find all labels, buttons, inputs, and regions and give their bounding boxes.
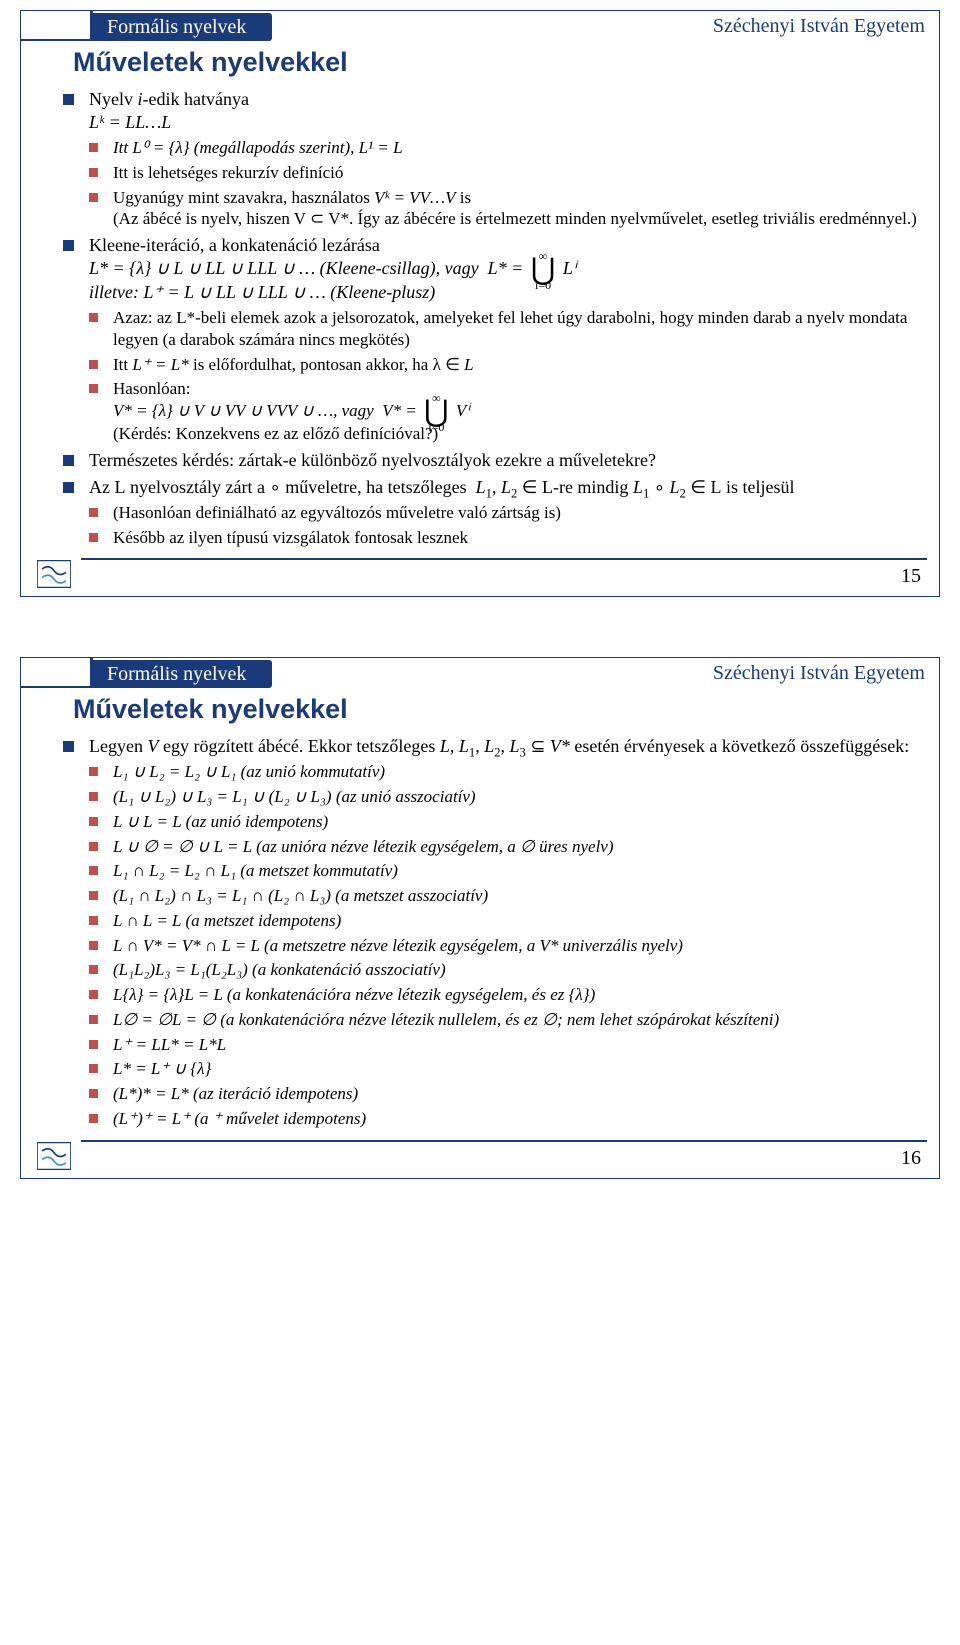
identity-item: L∅ = ∅L = ∅ (a konkatenációra nézve léte… (89, 1009, 917, 1031)
identity-item: L ∪ L = L (az unió idempotens) (89, 811, 917, 833)
union-icon: ∞ ⋃ i=0 (424, 401, 449, 423)
text: L ∪ ∅ = ∅ ∪ L = L (az unióra nézve létez… (113, 837, 614, 856)
lhs: V* = {λ} ∪ V ∪ VV ∪ VVV ∪ …, vagy (113, 401, 374, 420)
footer-logo-icon (37, 560, 71, 588)
text: Hasonlóan: (113, 379, 190, 398)
bullet-natural-question: Természetes kérdés: zártak-e különböző n… (63, 449, 917, 472)
identity-list: L₁ ∪ L₂ = L₂ ∪ L₁ (az unió kommutatív) (L… (89, 761, 917, 1129)
text: (L₁ ∩ L₂) ∩ L₃ = L₁ ∩ (L₂ ∩ L₃) (a metsz… (113, 886, 488, 905)
text: Ugyanúgy mint szavakra, használatos Vᵏ =… (113, 188, 471, 207)
identity-item: L ∪ ∅ = ∅ ∪ L = L (az unióra nézve létez… (89, 836, 917, 858)
text: Kleene-iteráció, a konkatenáció lezárása (89, 235, 380, 255)
slide-title: Műveletek nyelvekkel (21, 41, 939, 84)
sub: Itt is lehetséges rekurzív definíció (89, 162, 917, 184)
text: Itt is lehetséges rekurzív definíció (113, 163, 343, 182)
university-label: Széchenyi István Egyetem (713, 15, 939, 38)
text: Itt L⁺ = L* is előfordulhat, pontosan ak… (113, 355, 474, 374)
university-label: Széchenyi István Egyetem (713, 662, 939, 685)
slide-15: Formális nyelvek Széchenyi István Egyete… (20, 10, 940, 597)
sub: i=0 (428, 420, 444, 435)
page-number: 15 (901, 565, 921, 588)
text: L ∩ V* = V* ∩ L = L (a metszetre nézve l… (113, 936, 683, 955)
sub: Itt L⁺ = L* is előfordulhat, pontosan ak… (89, 354, 917, 376)
identity-item: L₁ ∩ L₂ = L₂ ∩ L₁ (a metszet kommutatív) (89, 860, 917, 882)
text: L₁ ∩ L₂ = L₂ ∩ L₁ (a metszet kommutatív) (113, 861, 398, 880)
bullet-closed: Az L nyelvosztály zárt a ∘ műveletre, ha… (63, 476, 917, 549)
text: Azaz: az L*-beli elemek azok a jelsoroza… (113, 308, 907, 349)
sup: ∞ (432, 391, 441, 406)
identity-item: L ∩ L = L (a metszet idempotens) (89, 910, 917, 932)
text: L₁ ∪ L₂ = L₂ ∪ L₁ (az unió kommutatív) (113, 762, 385, 781)
slide-16: Formális nyelvek Széchenyi István Egyete… (20, 657, 940, 1178)
sub: Itt L⁰ = {λ} (megállapodás szerint), L¹ … (89, 137, 917, 159)
rhs: Vⁱ (456, 401, 469, 420)
footer-divider (81, 558, 927, 560)
course-banner: Formális nyelvek (93, 13, 272, 41)
sub: Hasonlóan: V* = {λ} ∪ V ∪ VV ∪ VVV ∪ …, … (89, 378, 917, 445)
identity-item: L{λ} = {λ}L = L (a konkatenációra nézve … (89, 984, 917, 1006)
rhs: Lⁱ (563, 258, 576, 278)
sub: Ugyanúgy mint szavakra, használatos Vᵏ =… (89, 187, 917, 231)
lhs: L* = {λ} ∪ L ∪ LL ∪ LLL ∪ … (Kleene-csil… (89, 258, 479, 278)
text: L∅ = ∅L = ∅ (a konkatenációra nézve léte… (113, 1010, 779, 1029)
identity-item: (L₁ ∩ L₂) ∩ L₃ = L₁ ∩ (L₂ ∩ L₃) (a metsz… (89, 885, 917, 907)
bullet-kleene: Kleene-iteráció, a konkatenáció lezárása… (63, 234, 917, 445)
header: Formális nyelvek Széchenyi István Egyete… (21, 11, 939, 41)
identity-item: L ∩ V* = V* ∩ L = L (a metszetre nézve l… (89, 935, 917, 957)
text: L ∪ L = L (az unió idempotens) (113, 812, 328, 831)
bullet-intro: Legyen V egy rögzített ábécé. Ekkor tets… (63, 735, 917, 1129)
formula-power: Lᵏ = LL…L (89, 112, 171, 132)
sup: ∞ (539, 249, 548, 264)
union-icon: ∞ ⋃ i=0 (531, 259, 556, 281)
footer-divider (81, 1140, 927, 1142)
text: L{λ} = {λ}L = L (a konkatenációra nézve … (113, 985, 595, 1004)
slide-body: Legyen V egy rögzített ábécé. Ekkor tets… (21, 735, 939, 1129)
sub: Később az ilyen típusú vizsgálatok fonto… (89, 527, 917, 549)
sub: i=0 (535, 278, 551, 293)
text: (L⁺)⁺ = L⁺ (a ⁺ művelet idempotens) (113, 1109, 366, 1128)
note: (Az ábécé is nyelv, hiszen V ⊂ V*. Így a… (113, 209, 917, 228)
text: Később az ilyen típusú vizsgálatok fonto… (113, 528, 468, 547)
text: (L*)* = L* (az iteráció idempotens) (113, 1084, 358, 1103)
text: Legyen V egy rögzített ábécé. Ekkor tets… (89, 736, 909, 756)
eq: L* = (488, 258, 524, 278)
text: (L₁ ∪ L₂) ∪ L₃ = L₁ ∪ (L₂ ∪ L₃) (az unió… (113, 787, 476, 806)
slide-title: Műveletek nyelvekkel (21, 688, 939, 731)
sub: Azaz: az L*-beli elemek azok a jelsoroza… (89, 307, 917, 351)
header-tab (21, 658, 93, 688)
header: Formális nyelvek Széchenyi István Egyete… (21, 658, 939, 688)
formula-v-star: V* = {λ} ∪ V ∪ VV ∪ VVV ∪ …, vagy V* = ∞… (113, 401, 469, 420)
text: Nyelv i-edik hatványa (89, 89, 249, 109)
identity-item: L₁ ∪ L₂ = L₂ ∪ L₁ (az unió kommutatív) (89, 761, 917, 783)
identity-item: (L₁L₂)L₃ = L₁(L₂L₃) (a konkatenáció assz… (89, 959, 917, 981)
course-banner: Formális nyelvek (93, 660, 272, 688)
text: (Hasonlóan definiálható az egyváltozós m… (113, 503, 561, 522)
formula-kleene-star: L* = {λ} ∪ L ∪ LL ∪ LLL ∪ … (Kleene-csil… (89, 258, 576, 278)
text: L ∩ L = L (a metszet idempotens) (113, 911, 341, 930)
identity-item: (L*)* = L* (az iteráció idempotens) (89, 1083, 917, 1105)
eq: V* = (382, 401, 417, 420)
text: Természetes kérdés: zártak-e különböző n… (89, 450, 656, 470)
identity-item: L* = L⁺ ∪ {λ} (89, 1058, 917, 1080)
text: L* = L⁺ ∪ {λ} (113, 1059, 211, 1078)
identity-item: (L₁ ∪ L₂) ∪ L₃ = L₁ ∪ (L₂ ∪ L₃) (az unió… (89, 786, 917, 808)
identity-item: L⁺ = LL* = L*L (89, 1034, 917, 1056)
identity-item: (L⁺)⁺ = L⁺ (a ⁺ művelet idempotens) (89, 1108, 917, 1130)
question: (Kérdés: Konzekvens ez az előző definíci… (113, 424, 438, 443)
page-number: 16 (901, 1147, 921, 1170)
footer-logo-icon (37, 1142, 71, 1170)
sub: (Hasonlóan definiálható az egyváltozós m… (89, 502, 917, 524)
text: (L₁L₂)L₃ = L₁(L₂L₃) (a konkatenáció assz… (113, 960, 446, 979)
bullet-power: Nyelv i-edik hatványa Lᵏ = LL…L Itt L⁰ =… (63, 88, 917, 230)
text: L⁺ = LL* = L*L (113, 1035, 226, 1054)
text: Itt L⁰ = {λ} (megállapodás szerint), L¹ … (113, 138, 403, 157)
header-tab (21, 11, 93, 41)
text: Az L nyelvosztály zárt a ∘ műveletre, ha… (89, 477, 795, 497)
formula-kleene-plus: illetve: L⁺ = L ∪ LL ∪ LLL ∪ … (Kleene-p… (89, 282, 435, 302)
slide-body: Nyelv i-edik hatványa Lᵏ = LL…L Itt L⁰ =… (21, 88, 939, 548)
